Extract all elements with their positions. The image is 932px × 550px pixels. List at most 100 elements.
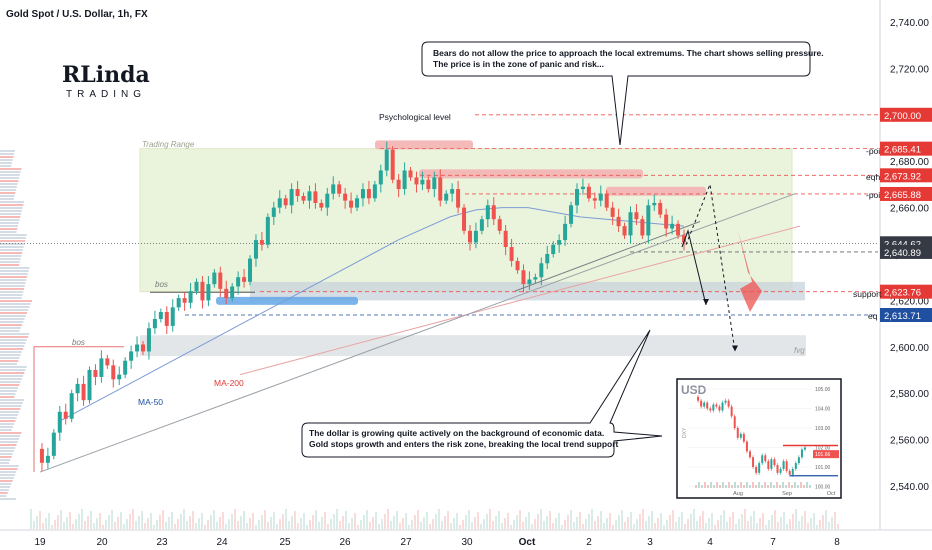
volume-profile-bar — [0, 315, 26, 317]
x-tick-label: 4 — [707, 537, 713, 548]
candle-body — [117, 374, 122, 380]
volume-profile-bar — [0, 393, 16, 395]
volume-bar — [681, 512, 683, 529]
inset-volume-bar — [725, 485, 727, 488]
volume-bar — [207, 520, 209, 529]
volume-bar — [480, 524, 482, 529]
volume-bar — [630, 512, 632, 529]
inset-volume-bar — [716, 482, 718, 488]
volume-profile-bar — [0, 438, 19, 440]
volume-bar — [477, 512, 479, 529]
volume-bar — [339, 521, 341, 529]
logo-line1: RLinda — [62, 62, 150, 88]
candle-body — [456, 189, 461, 208]
volume-profile-bar — [0, 219, 20, 221]
volume-bar — [810, 518, 812, 529]
bos-label-lower: bos — [72, 338, 85, 347]
volume-profile-bar — [0, 378, 22, 380]
volume-bar — [588, 514, 590, 529]
inset-candle-body — [730, 406, 733, 417]
inset-volume-bar — [737, 485, 739, 488]
volume-bar — [819, 520, 821, 529]
volume-profile-bar — [0, 171, 21, 173]
volume-profile-bar — [0, 162, 12, 164]
volume-bar — [225, 524, 227, 529]
volume-bar — [363, 515, 365, 529]
volume-bar — [711, 513, 713, 529]
volume-bar — [798, 521, 800, 529]
inset-candle-body — [773, 459, 776, 466]
volume-bar — [567, 515, 569, 529]
x-tick-label: 23 — [156, 537, 168, 548]
volume-bar — [231, 514, 233, 529]
volume-bar — [573, 522, 575, 529]
volume-bar — [393, 516, 395, 529]
inset-volume-bar — [701, 485, 703, 488]
volume-bar — [264, 510, 266, 529]
volume-bar — [417, 510, 419, 529]
candle-body — [569, 205, 574, 224]
volume-profile-bar — [0, 420, 16, 422]
volume-profile-bar — [0, 387, 19, 389]
volume-profile-bar — [0, 354, 21, 356]
volume-profile-bar — [0, 258, 21, 260]
volume-profile-bar — [0, 468, 18, 470]
inset-volume-bar — [791, 485, 793, 488]
inset-volume-bar — [779, 485, 781, 488]
inset-volume-bar — [704, 482, 706, 488]
volume-profile-bar — [0, 213, 22, 215]
volume-bar — [828, 522, 830, 529]
candle-body — [170, 307, 175, 326]
volume-profile-bar — [0, 333, 30, 335]
volume-bar — [804, 511, 806, 529]
volume-profile-bar — [0, 390, 17, 392]
volume-bar — [639, 514, 641, 529]
candle-body — [307, 191, 312, 201]
volume-bar — [522, 522, 524, 529]
volume-profile-bar — [0, 210, 22, 212]
volume-bar — [375, 512, 377, 529]
badge-2700-text: 2,700.00 — [884, 111, 921, 122]
trendline-long — [39, 193, 796, 473]
inset-candle-body — [755, 467, 758, 473]
volume-bar — [222, 512, 224, 529]
volume-bar — [600, 511, 602, 529]
volume-bar — [153, 525, 155, 529]
candle-body — [521, 270, 526, 285]
inset-candle-body — [703, 402, 706, 407]
volume-profile-bar — [0, 462, 10, 464]
volume-bar — [594, 521, 596, 529]
candle-body — [574, 189, 579, 206]
y-tick-label: 2,540.00 — [890, 482, 929, 493]
volume-profile-bar — [0, 177, 20, 179]
inset-candle-body — [736, 428, 739, 438]
volume-profile-bar — [0, 303, 31, 305]
forecast-arrowhead-solid — [703, 299, 709, 306]
volume-bar — [312, 515, 314, 529]
volume-bar — [420, 522, 422, 529]
levels-layer — [0, 114, 878, 316]
volume-bar — [126, 519, 128, 529]
x-tick-label: 8 — [834, 537, 840, 548]
volume-bar — [726, 522, 728, 529]
inset-volume-bar — [731, 485, 733, 488]
volume-bar — [714, 525, 716, 529]
volume-bar — [390, 521, 392, 529]
candle-body — [586, 186, 591, 199]
volume-profile-bar — [0, 372, 25, 374]
inset-volume-bar — [752, 482, 754, 488]
candle-body — [598, 193, 603, 201]
volume-bar — [495, 516, 497, 529]
inset-volume-bar — [710, 482, 712, 488]
candle-body — [539, 263, 544, 278]
volume-bar — [198, 518, 200, 529]
bos-label-upper: bos — [155, 280, 168, 289]
volume-profile-bar — [0, 423, 15, 425]
volume-profile-bar — [0, 366, 27, 368]
volume-bar — [834, 512, 836, 529]
volume-bar — [294, 511, 296, 529]
volume-profile-bar — [0, 414, 18, 416]
volume-bar — [60, 510, 62, 529]
inset-y-tick: 101.00 — [815, 465, 831, 471]
